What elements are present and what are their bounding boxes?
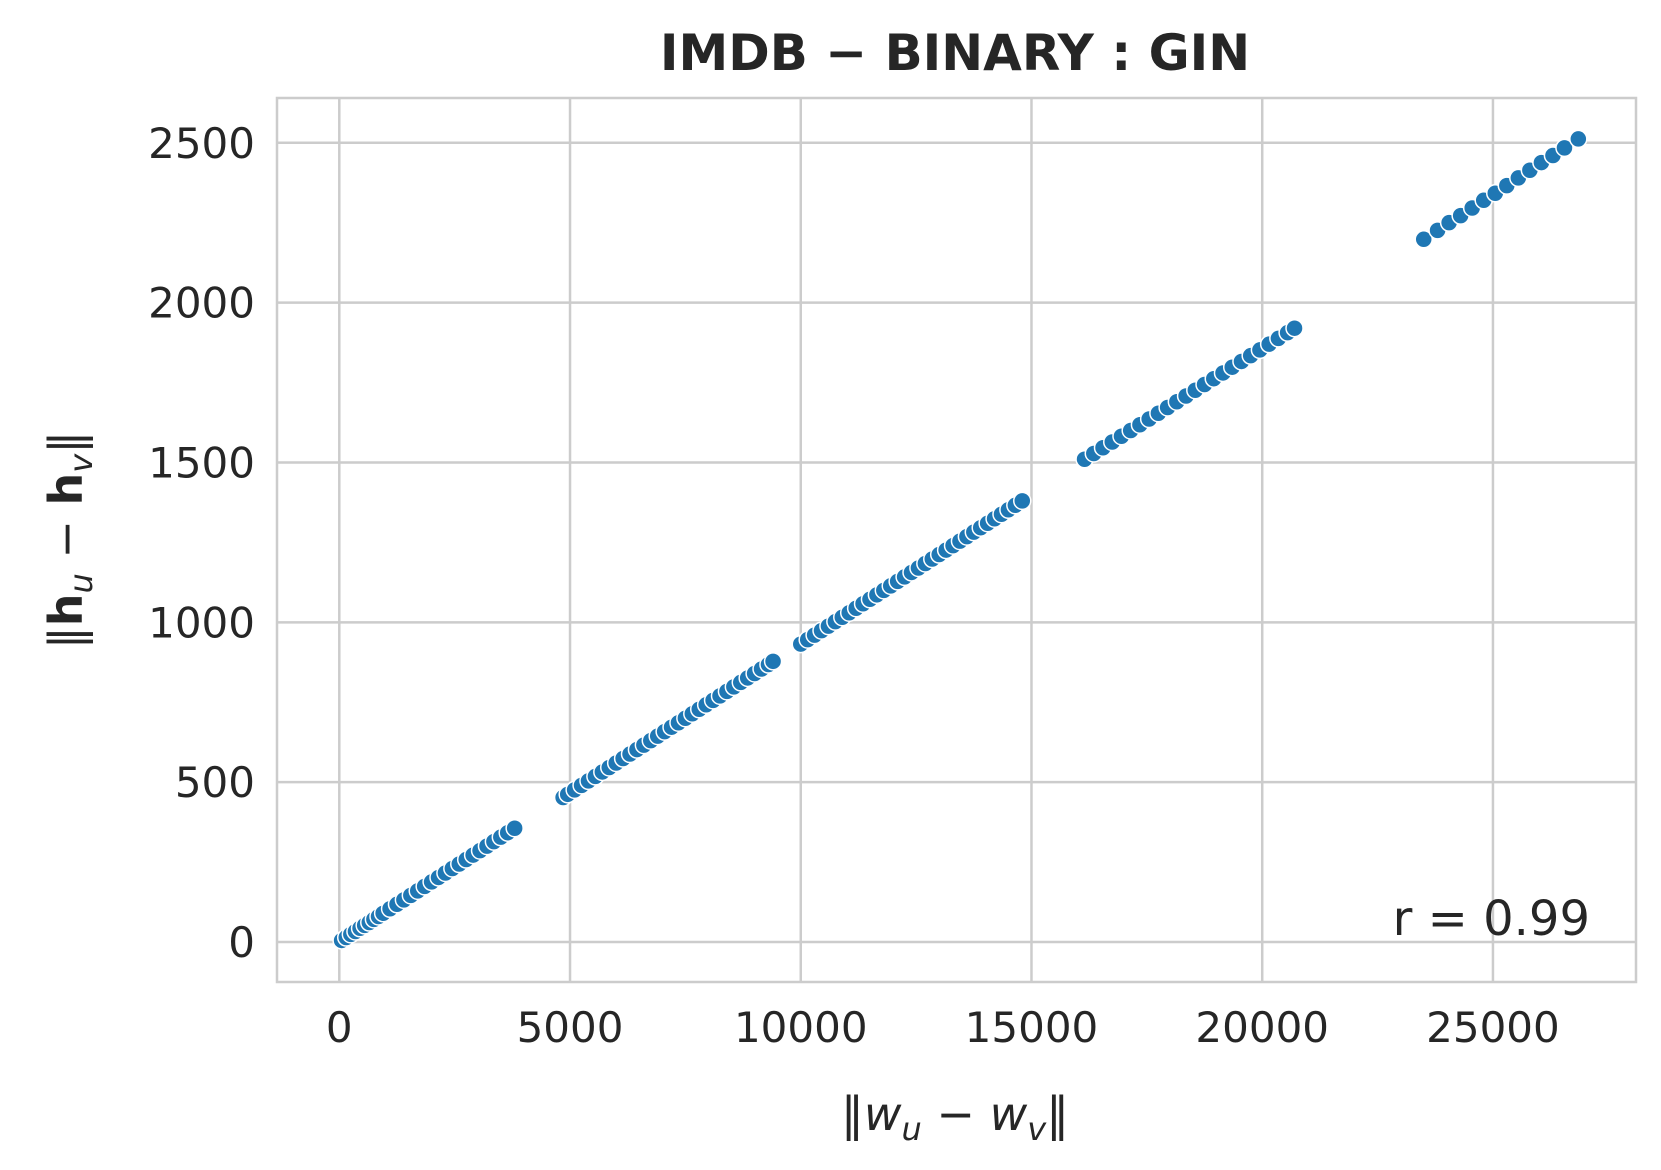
- data-point: [1414, 230, 1433, 249]
- x-axis-label: ‖wu − wv‖: [841, 1087, 1069, 1148]
- points: [332, 129, 1588, 950]
- correlation-annotation: r = 0.99: [1393, 891, 1590, 947]
- chart-title: IMDB − BINARY : GIN: [660, 24, 1250, 82]
- x-tick-label: 5000: [517, 1003, 624, 1052]
- y-tick-label: 0: [228, 918, 255, 967]
- y-tick-label: 2500: [148, 119, 255, 168]
- x-tick-label: 10000: [734, 1003, 868, 1052]
- grid: [277, 98, 1636, 982]
- data-point: [505, 818, 524, 838]
- y-tick-label: 1500: [148, 438, 255, 487]
- data-point: [1013, 491, 1032, 511]
- x-tick-label: 0: [326, 1003, 353, 1052]
- x-tick-label: 15000: [965, 1003, 1099, 1052]
- data-point: [763, 652, 783, 671]
- data-point: [1555, 138, 1574, 158]
- y-tick-label: 1000: [148, 598, 255, 647]
- x-ticks: 0 5000 10000 15000 20000 25000: [326, 1003, 1560, 1052]
- data-point: [1569, 129, 1588, 149]
- x-tick-label: 20000: [1195, 1003, 1329, 1052]
- y-ticks: 0 500 1000 1500 2000 2500: [148, 119, 255, 967]
- plot-frame: [275, 96, 1638, 984]
- y-axis-label: ‖hu − hv‖: [39, 431, 100, 650]
- data-point: [1285, 318, 1304, 338]
- y-tick-label: 2000: [148, 279, 255, 328]
- y-tick-label: 500: [175, 758, 255, 807]
- x-tick-label: 25000: [1426, 1003, 1560, 1052]
